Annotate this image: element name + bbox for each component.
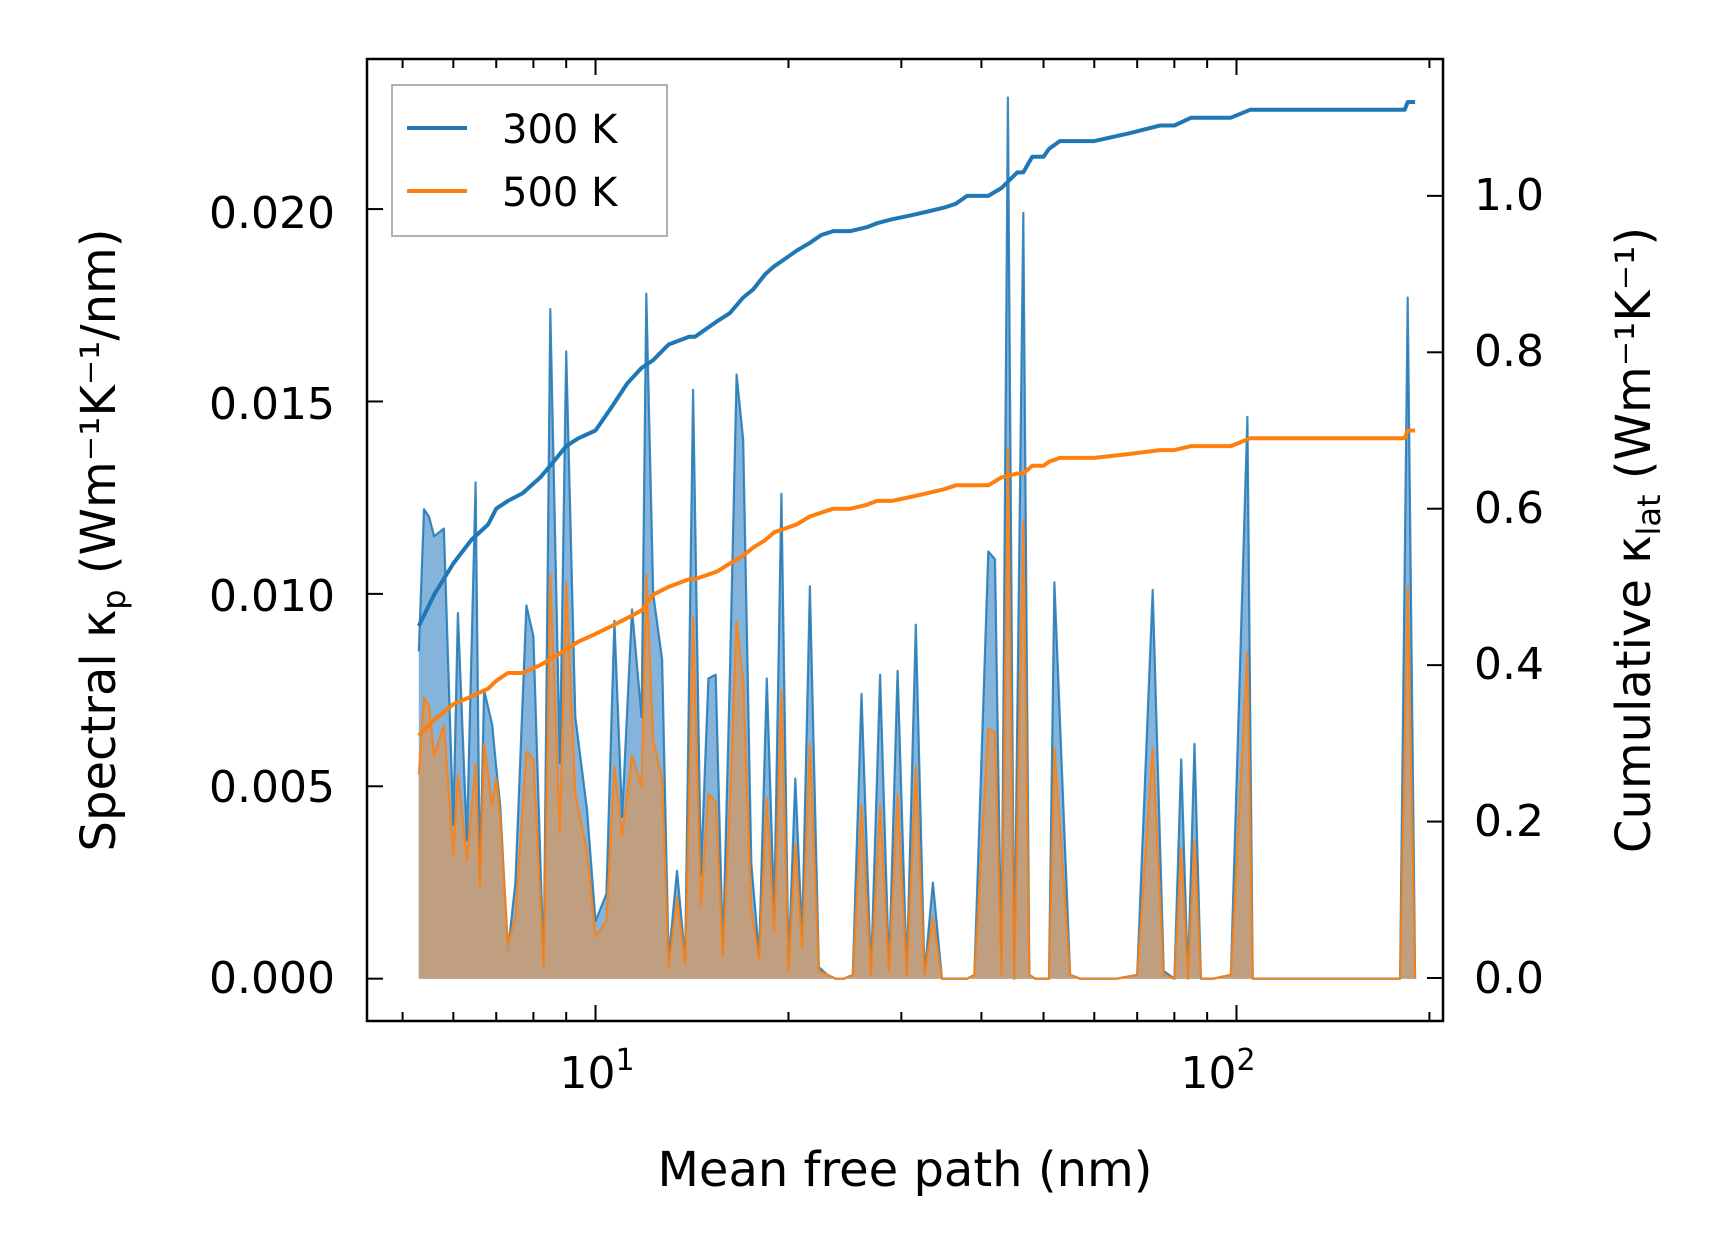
left-tick-label-0015: 0.015 xyxy=(209,379,335,430)
right-tick-label-04: 0.4 xyxy=(1474,639,1544,690)
legend-label-300k: 300 K xyxy=(502,107,619,153)
legend-label-500k: 500 K xyxy=(502,170,619,216)
right-axis-label: Cumulative κlat (Wm⁻¹K⁻¹) xyxy=(1606,227,1668,853)
left-tick-label-0005: 0.005 xyxy=(209,762,335,813)
spectral-area-500k xyxy=(418,447,1416,979)
left-axis-label: Spectral κp (Wm⁻¹K⁻¹/nm) xyxy=(71,229,133,852)
spectral-line-500k xyxy=(417,446,1417,980)
legend: 300 K 500 K xyxy=(391,84,668,237)
right-tick-label-0: 0.0 xyxy=(1474,953,1544,1004)
spectral-fill-layer xyxy=(417,96,1417,980)
left-tick-label-0020: 0.020 xyxy=(209,188,335,239)
x-axis-label: Mean free path (nm) xyxy=(658,1142,1153,1198)
left-tick-label-0010: 0.010 xyxy=(209,571,335,622)
plot-frame xyxy=(365,57,1445,1023)
right-tick-label-10: 1.0 xyxy=(1474,170,1544,221)
right-tick-label-02: 0.2 xyxy=(1474,796,1544,847)
axis-ticks xyxy=(367,59,1443,1021)
cumulative-line-500k xyxy=(417,428,1416,737)
right-tick-label-06: 0.6 xyxy=(1474,483,1544,534)
legend-box xyxy=(391,84,668,237)
series-line-layer xyxy=(417,100,1416,737)
x-tick-label-10: 101 xyxy=(559,1043,634,1099)
x-tick-label-100: 102 xyxy=(1180,1043,1255,1099)
cumulative-line-300k xyxy=(417,100,1416,627)
right-tick-label-08: 0.8 xyxy=(1474,326,1544,377)
left-tick-label-0: 0.000 xyxy=(209,953,335,1004)
